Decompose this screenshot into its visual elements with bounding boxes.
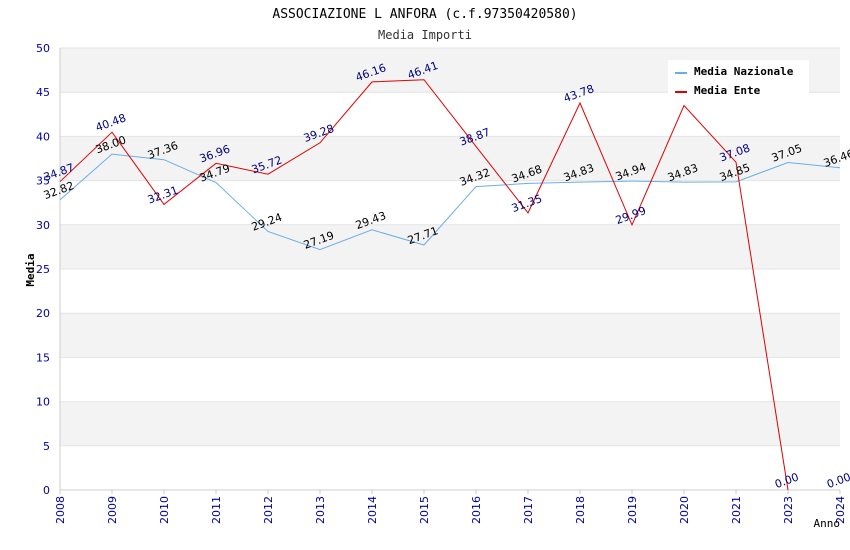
x-tick-label: 2017 — [522, 496, 535, 524]
x-tick-label: 2012 — [262, 496, 275, 524]
grid-band — [60, 269, 840, 314]
legend-box — [668, 60, 809, 100]
x-tick-label: 2020 — [678, 496, 691, 524]
y-tick-label: 30 — [36, 219, 50, 232]
y-tick-label: 45 — [36, 86, 50, 99]
x-tick-label: 2016 — [470, 496, 483, 524]
x-ticks: 2008 2009 2010 2011 2012 2013 2014 2015 2016 2017… — [54, 490, 847, 524]
chart-title: ASSOCIAZIONE L ANFORA (c.f.97350420580) — [272, 7, 577, 22]
grid-band — [60, 357, 840, 402]
x-axis-label: Anno — [814, 517, 841, 530]
x-tick-label: 2013 — [314, 496, 327, 524]
x-tick-label: 2015 — [418, 496, 431, 524]
legend: Media Nazionale Media Ente — [668, 60, 809, 100]
y-tick-label: 5 — [43, 440, 50, 453]
chart-subtitle: Media Importi — [378, 28, 472, 42]
y-tick-label: 10 — [36, 396, 50, 409]
grid-band — [60, 313, 840, 358]
grid-band — [60, 180, 840, 225]
x-tick-label: 2019 — [626, 496, 639, 524]
y-tick-label: 20 — [36, 307, 50, 320]
y-tick-label: 50 — [36, 42, 50, 55]
y-axis-label: Media — [24, 253, 37, 286]
grid-band — [60, 445, 840, 490]
x-tick-label: 2011 — [210, 496, 223, 524]
x-tick-label: 2008 — [54, 496, 67, 524]
x-tick-label: 2021 — [730, 496, 743, 524]
legend-label-media-nazionale: Media Nazionale — [694, 65, 794, 78]
x-tick-label: 2023 — [782, 496, 795, 524]
x-tick-label: 2010 — [158, 496, 171, 524]
x-tick-label: 2018 — [574, 496, 587, 524]
series-lines — [59, 79, 841, 491]
grid-band — [60, 401, 840, 446]
y-tick-label: 0 — [43, 484, 50, 497]
grid-band — [60, 224, 840, 269]
y-ticks: 0 5 10 15 20 25 30 35 40 45 50 — [36, 42, 50, 497]
y-tick-label: 35 — [36, 175, 50, 188]
grid-bands — [60, 48, 840, 490]
grid-band — [60, 136, 840, 181]
legend-label-media-ente: Media Ente — [694, 84, 761, 97]
x-tick-label: 2024 — [834, 496, 847, 524]
y-tick-label: 40 — [36, 130, 50, 143]
x-tick-label: 2009 — [106, 496, 119, 524]
x-tick-label: 2014 — [366, 496, 379, 524]
y-tick-label: 15 — [36, 351, 50, 364]
y-tick-label: 25 — [36, 263, 50, 276]
series-line-media-nazionale — [59, 153, 841, 251]
